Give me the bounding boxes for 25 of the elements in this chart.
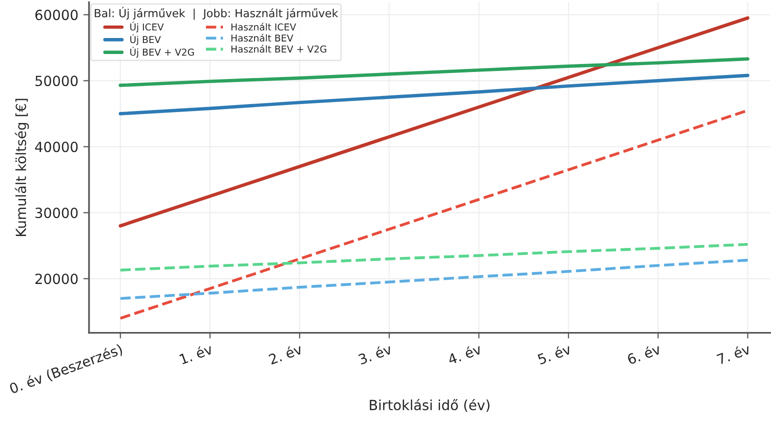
y-axis-title: Kumulált költség [€]: [14, 98, 29, 236]
x-tick-label: 2. év: [268, 342, 303, 365]
x-tick-label: 6. év: [626, 342, 662, 365]
legend-label: Használt BEV: [231, 34, 294, 42]
legend-label: Új ICEV: [130, 22, 164, 32]
legend-title: Bal: Új járművek | Jobb: Használt járművek: [94, 6, 338, 20]
y-tick-label: 40000: [35, 142, 78, 152]
legend-label: Új BEV: [130, 34, 161, 45]
x-tick-label: 7. év: [716, 342, 752, 365]
line-series: [118, 74, 750, 116]
x-axis-title: Birtoklási idő (év): [370, 398, 490, 412]
x-tick-label: 1. év: [178, 342, 214, 365]
y-tick-label: 20000: [35, 274, 78, 284]
line-series: [118, 242, 750, 272]
x-tick-label: 5. év: [536, 342, 572, 365]
x-tick-label: 3. év: [358, 342, 393, 365]
y-tick-label: 60000: [35, 10, 78, 20]
legend-label: Új BEV + V2G: [130, 46, 194, 58]
x-tick-label: 4. év: [446, 342, 482, 365]
y-tick-label: 50000: [35, 76, 78, 86]
y-tick-label: 30000: [35, 208, 78, 218]
line-series: [118, 258, 750, 300]
line-series: [118, 57, 750, 87]
legend-label: Használt BEV + V2G: [231, 44, 326, 53]
legend-label: Használt ICEV: [231, 22, 296, 31]
